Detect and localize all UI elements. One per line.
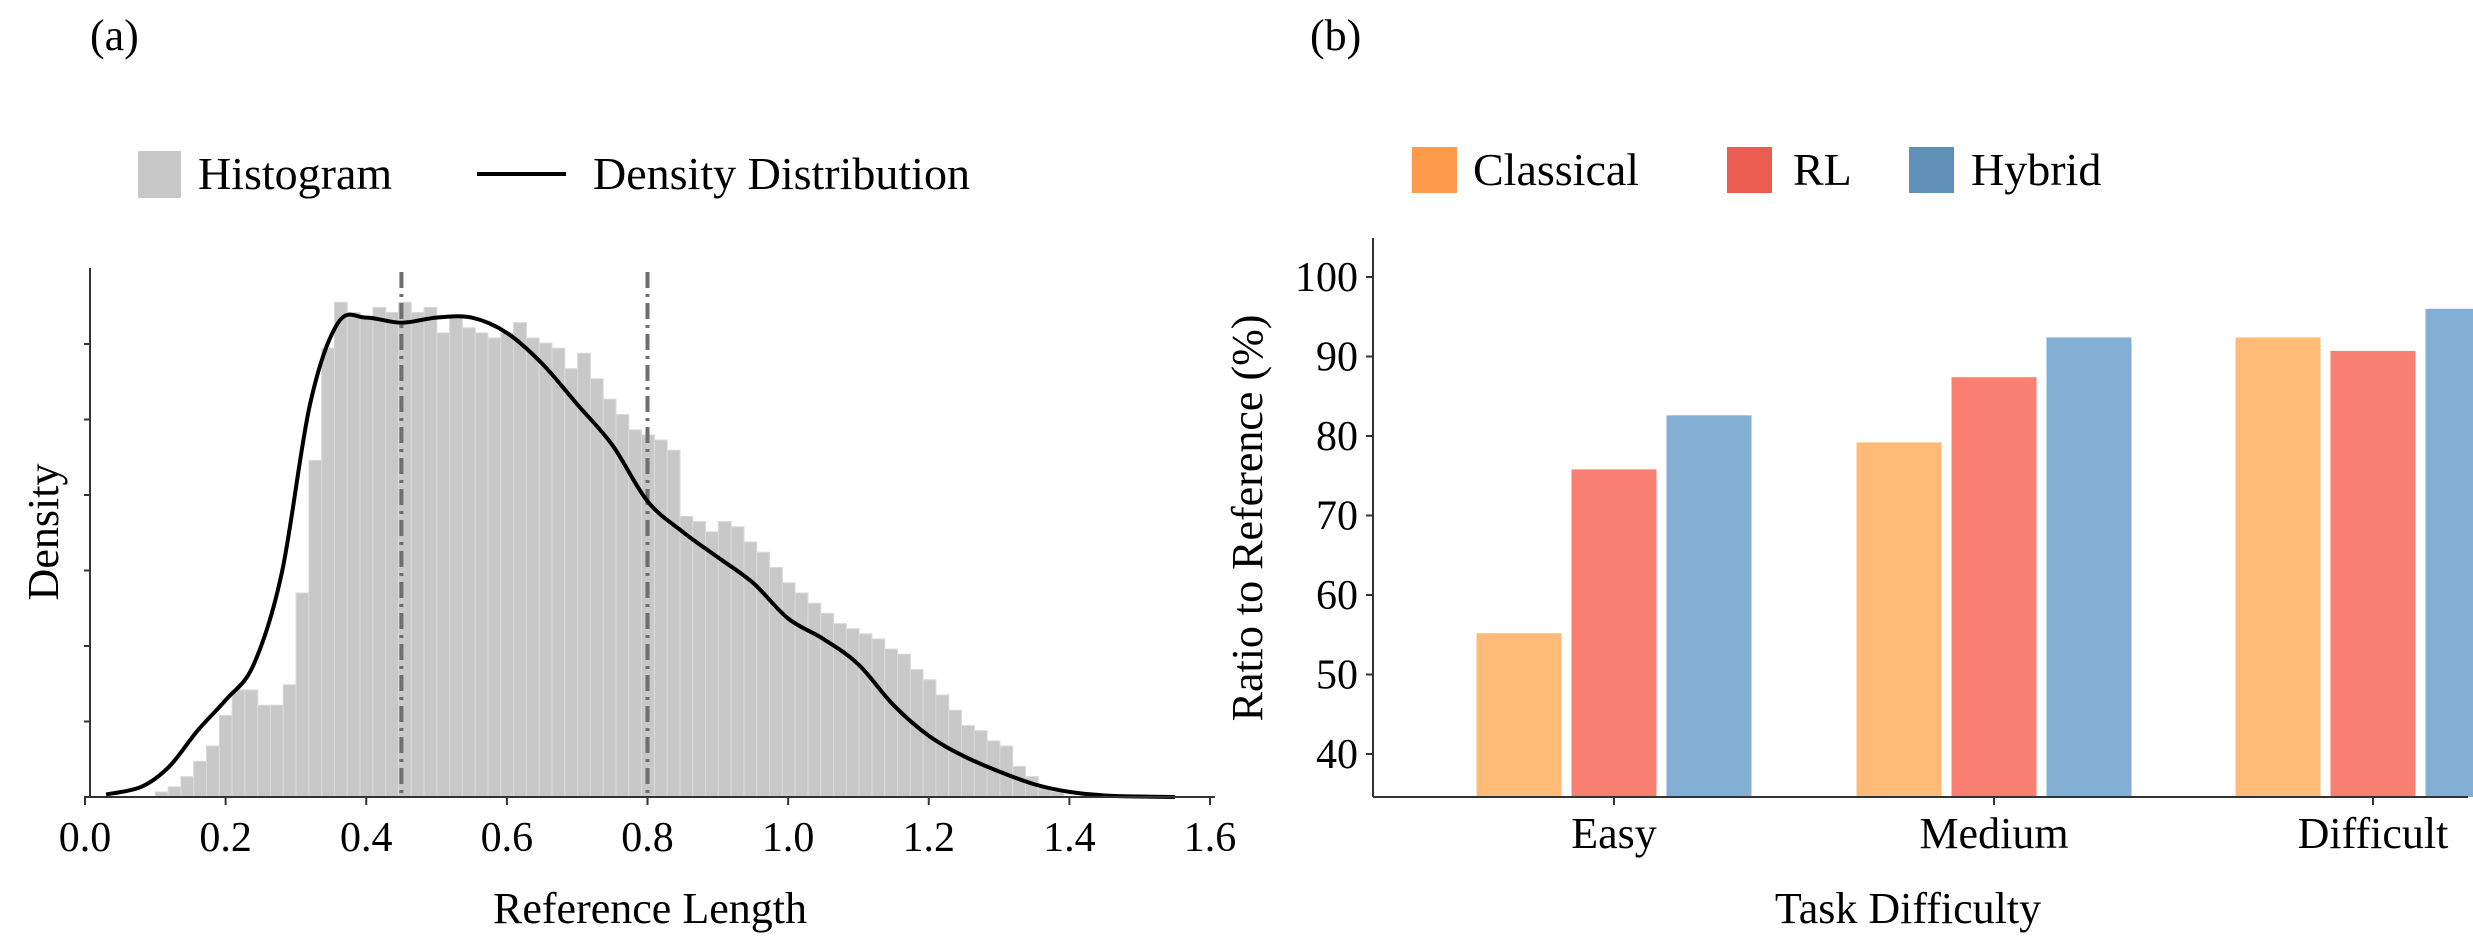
histogram-bar (231, 689, 246, 798)
bar-hybrid-easy (1666, 415, 1752, 797)
x-ticks-b: Easy Medium Difficult (1571, 797, 2448, 858)
histogram-bar (513, 322, 527, 798)
histogram-bar (423, 306, 438, 798)
y-tick-label-b: 100 (1295, 255, 1358, 301)
x-ticks-a: 0.0 0.2 0.4 0.6 0.8 1.0 1.2 1.4 1.6 (59, 797, 1237, 861)
histogram-bar (679, 516, 694, 798)
histogram-bar (692, 521, 707, 798)
histogram-bar (564, 368, 579, 798)
x-tick-label-b: Easy (1571, 809, 1657, 858)
histogram-bar (282, 684, 297, 798)
histogram-bar (308, 459, 323, 798)
histogram-bar (321, 347, 335, 798)
legend-rl-label: RL (1793, 144, 1852, 195)
bars (1476, 308, 2473, 797)
x-tick-label-b: Difficult (2298, 809, 2449, 858)
histogram-bar (449, 317, 463, 798)
histogram-bar (167, 786, 182, 798)
histogram-bar (385, 312, 399, 798)
histogram-bar (858, 633, 873, 798)
histogram-bar (909, 669, 924, 798)
histogram-bar (705, 531, 719, 798)
histogram-bar (346, 312, 361, 798)
histogram-bars (154, 301, 1065, 798)
histogram-bar (372, 306, 387, 798)
panel-b: (b) Classical RL Hybrid 405060708090100 … (1223, 11, 2473, 933)
bar-classical-difficult (2235, 337, 2321, 797)
y-axis-label-a: Density (19, 464, 68, 601)
histogram-bar (461, 327, 476, 798)
histogram-bar (410, 312, 425, 798)
histogram-bar (897, 653, 911, 798)
x-tick-label-a: 0.6 (481, 815, 534, 861)
histogram-bar (602, 398, 617, 798)
histogram-bar (474, 332, 489, 798)
bar-rl-difficult (2330, 350, 2416, 797)
histogram-bar (333, 301, 348, 798)
bar-rl-easy (1571, 469, 1657, 797)
panel-b-label: (b) (1310, 11, 1361, 60)
y-axis-label-b: Ratio to Reference (%) (1223, 315, 1272, 722)
density-curve (105, 312, 1175, 799)
histogram-bar (436, 332, 451, 798)
histogram-bar (359, 317, 374, 798)
y-tick-label-b: 90 (1316, 335, 1358, 381)
histogram-bar (589, 378, 604, 798)
legend-hybrid-label: Hybrid (1971, 144, 2101, 195)
legend-density-label: Density Distribution (593, 148, 970, 199)
x-tick-label-a: 0.4 (340, 815, 393, 861)
histogram-bar (257, 704, 271, 798)
y-tick-label-b: 80 (1316, 414, 1358, 460)
legend-rl-swatch (1727, 147, 1772, 193)
legend-histogram-label: Histogram (198, 148, 392, 199)
x-tick-label-a: 1.4 (1043, 815, 1096, 861)
histogram-bar (180, 776, 195, 798)
histogram-bar (244, 689, 259, 798)
x-tick-label-a: 0.8 (621, 815, 674, 861)
legend-b: Classical RL Hybrid (1412, 144, 2101, 195)
histogram-bar (269, 704, 284, 798)
histogram-bar (500, 332, 515, 798)
y-tick-label-b: 50 (1316, 653, 1358, 699)
y-tick-label-b: 70 (1316, 494, 1358, 540)
histogram-bar (577, 352, 591, 798)
histogram-bar (666, 449, 681, 798)
legend-a: Histogram Density Distribution (138, 148, 970, 199)
y-tick-label-b: 60 (1316, 573, 1358, 619)
legend-classical-swatch (1412, 147, 1457, 193)
bar-hybrid-difficult (2425, 308, 2473, 797)
histogram-bar (653, 439, 668, 798)
legend-histogram-swatch (138, 151, 181, 198)
x-tick-label-a: 0.2 (199, 815, 252, 861)
panel-a-label: (a) (90, 11, 139, 60)
histogram-bar (487, 337, 502, 798)
legend-classical-label: Classical (1473, 144, 1639, 195)
histogram-bar (218, 714, 233, 798)
y-ticks-b: 40 50 60 70 80 90 100 (1295, 255, 1373, 778)
legend-hybrid-swatch (1909, 147, 1954, 193)
x-tick-label-a: 0.0 (59, 815, 112, 861)
histogram-bar (193, 760, 207, 798)
x-tick-label-a: 1.0 (762, 815, 815, 861)
histogram-bar (295, 592, 310, 798)
x-tick-label-a: 1.2 (903, 815, 956, 861)
y-tick-label-b: 40 (1316, 732, 1358, 778)
histogram-bar (871, 638, 886, 798)
panel-a: (a) Histogram Density Distribution 0.0 0.… (19, 11, 1236, 933)
bar-hybrid-medium (2046, 337, 2132, 797)
x-axis-label-b: Task Difficulty (1775, 884, 2041, 933)
histogram-bar (206, 745, 220, 798)
reference-lines (399, 272, 650, 797)
histogram-bar (525, 337, 540, 798)
bar-classical-easy (1476, 633, 1562, 797)
histogram-bar (551, 347, 566, 798)
x-axis-label-a: Reference Length (493, 884, 807, 933)
x-tick-label-a: 1.6 (1184, 815, 1237, 861)
bar-rl-medium (1951, 377, 2037, 797)
bar-classical-medium (1856, 442, 1942, 797)
histogram-bar (538, 342, 553, 798)
histogram-bar (884, 648, 899, 798)
x-tick-label-b: Medium (1919, 809, 2068, 858)
